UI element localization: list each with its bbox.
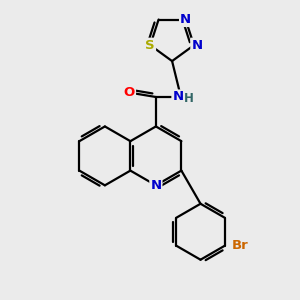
Text: O: O bbox=[124, 86, 135, 99]
Text: N: N bbox=[191, 39, 203, 52]
Text: N: N bbox=[172, 91, 184, 103]
Text: S: S bbox=[146, 39, 155, 52]
Text: N: N bbox=[180, 13, 191, 26]
Text: H: H bbox=[184, 92, 194, 105]
Text: Br: Br bbox=[232, 239, 248, 252]
Text: N: N bbox=[150, 179, 161, 192]
